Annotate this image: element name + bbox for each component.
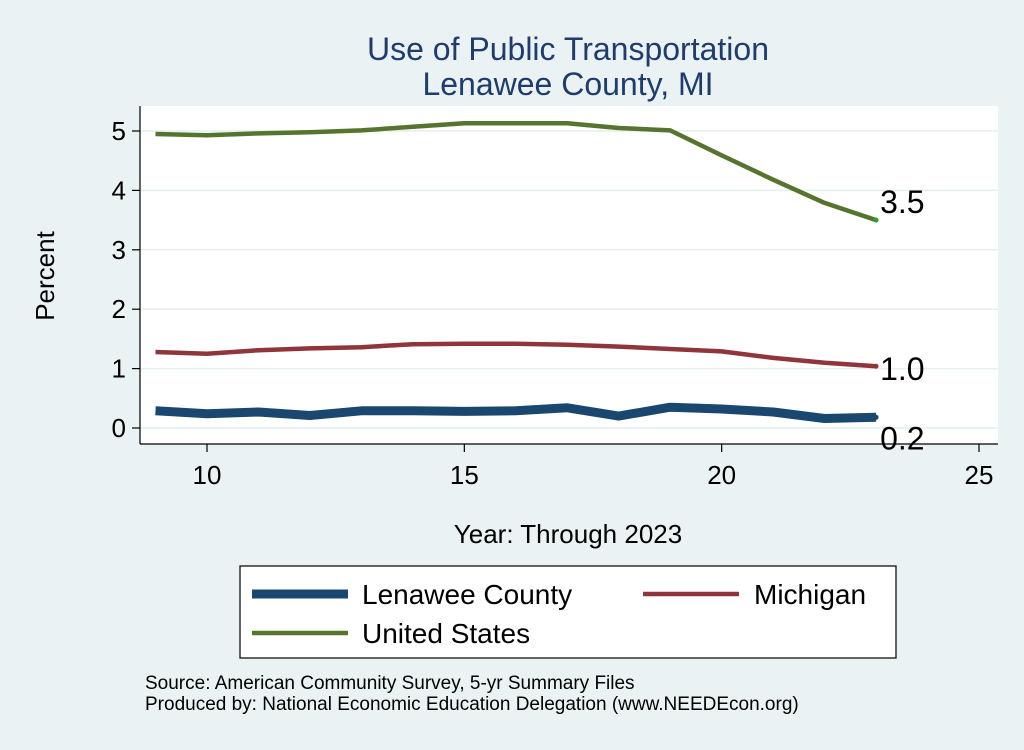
plot-area <box>140 106 998 444</box>
source-note: Source: American Community Survey, 5-yr … <box>145 673 635 694</box>
end-label-lenawee-county: 0.2 <box>880 420 924 456</box>
y-tick-label-2: 2 <box>112 294 126 324</box>
legend-label-united-states: United States <box>362 618 530 649</box>
end-label-michigan: 1.0 <box>880 351 924 387</box>
producer-note: Produced by: National Economic Education… <box>145 694 799 715</box>
x-tick-label-20: 20 <box>707 460 736 490</box>
x-tick-label-15: 15 <box>450 460 479 490</box>
legend-label-lenawee: Lenawee County <box>362 579 572 610</box>
x-tick-label-25: 25 <box>965 460 994 490</box>
x-tick-label-10: 10 <box>193 460 222 490</box>
series-line-united-states <box>155 121 877 223</box>
end-label-united-states: 3.5 <box>880 184 924 220</box>
series-line-michigan <box>155 341 877 369</box>
legend-box <box>239 565 897 659</box>
y-tick-label-5: 5 <box>112 116 126 146</box>
end-labels: 0.2 1.0 3.5 <box>873 184 925 456</box>
chart-title: Use of Public Transportation <box>367 31 769 67</box>
end-point-michigan <box>873 363 879 369</box>
legend-label-michigan: Michigan <box>754 579 866 610</box>
series-line-lenawee-county <box>155 402 877 423</box>
axes: 0 1 2 3 4 5 10 15 20 25 <box>112 106 998 490</box>
y-tick-label-1: 1 <box>112 354 126 384</box>
x-axis-label: Year: Through 2023 <box>454 519 682 549</box>
series-lines <box>155 121 877 423</box>
end-point-united-states <box>873 217 879 223</box>
end-point-lenawee-county <box>873 414 879 420</box>
y-tick-label-0: 0 <box>112 413 126 443</box>
y-tick-label-4: 4 <box>112 175 126 205</box>
legend: Lenawee County Michigan United States <box>239 565 897 659</box>
y-tick-label-3: 3 <box>112 235 126 265</box>
y-axis-label: Percent <box>30 230 60 320</box>
chart-subtitle: Lenawee County, MI <box>422 66 713 102</box>
